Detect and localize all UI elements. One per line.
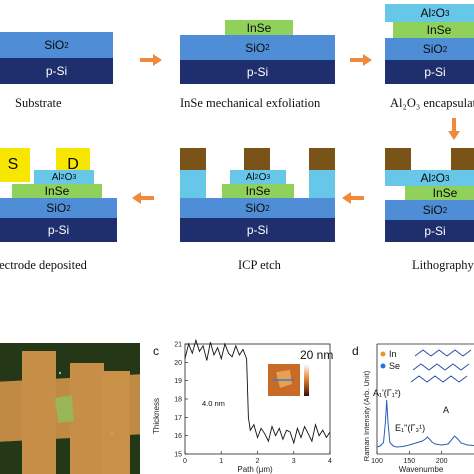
arrow-down-icon	[448, 118, 460, 140]
sio2-layer: SiO 2	[180, 198, 335, 218]
psi-layer: p-Si	[385, 220, 474, 242]
x-tick-label: 150	[403, 458, 415, 465]
inset-scale-label: 20 nm	[300, 348, 333, 362]
peak3-label: A	[443, 405, 449, 415]
crystal-structure	[410, 349, 472, 383]
arrow-left-icon	[132, 192, 154, 204]
al2o3-layer: Al 2 O 3	[230, 170, 286, 184]
raman-series-line	[376, 399, 474, 448]
inse-flake: InSe	[405, 186, 474, 200]
metal-mask	[180, 148, 206, 170]
peak2-label: E₁''(Γ₃¹)	[395, 423, 425, 433]
metal-mask	[451, 148, 474, 170]
x-tick-label: 200	[436, 458, 448, 465]
afm-scale-bar	[304, 364, 309, 396]
device-electrode: S D Al 2 O 3 InSe SiO 2 p-Si	[0, 148, 117, 242]
sio2-layer: SiO 2	[385, 38, 474, 60]
inse-flake: InSe	[393, 22, 474, 38]
inse-flake: InSe	[12, 184, 102, 198]
al2o3-layer: Al 2 O 3	[385, 4, 474, 22]
se-atom-icon	[380, 363, 386, 369]
sio2-layer: SiO 2	[180, 35, 335, 60]
device-exfoliation: InSe SiO 2 p-Si	[180, 20, 335, 84]
x-axis-label: Wavenumbe	[399, 465, 444, 474]
device-encapsulation: Al 2 O 3 InSe SiO 2 p-Si	[385, 4, 474, 84]
sio2-layer: SiO 2	[385, 200, 474, 220]
al2o3-layer: Al 2 O 3	[385, 170, 474, 186]
y-axis-label: Thickness	[152, 398, 161, 434]
sio2-layer: SiO 2	[0, 198, 117, 218]
y-tick-label: 18	[174, 397, 182, 404]
in-atom-icon	[380, 351, 386, 357]
caption-etch: ICP etch	[238, 258, 281, 272]
device-substrate: SiO 2 p-Si	[0, 32, 113, 84]
afm-flake	[276, 370, 292, 388]
x-tick-label: 2	[256, 458, 260, 465]
metal-mask	[244, 148, 270, 170]
optical-micrograph	[0, 343, 140, 474]
y-tick-label: 20	[174, 360, 182, 367]
metal-mask	[309, 148, 335, 170]
caption-encapsulation: Al₂O₃ encapsulation	[390, 96, 474, 110]
psi-layer: p-Si	[0, 58, 113, 84]
y-tick-label: 17	[174, 415, 182, 422]
x-tick-label: 0	[183, 458, 187, 465]
x-axis-label: Path (μm)	[237, 465, 273, 474]
panel-c-label: c	[153, 344, 159, 358]
thickness-series-line	[184, 338, 331, 445]
source-electrode: S	[0, 148, 30, 182]
caption-substrate: Substrate	[15, 96, 62, 110]
legend-in: In	[389, 349, 397, 359]
x-tick-label: 4	[328, 458, 332, 465]
raman-chart: Raman Intensity (Arb. Unit) Wavenumbe 10…	[362, 343, 474, 474]
device-lithography: Al 2 O 3 InSe SiO 2 p-Si	[385, 148, 474, 242]
psi-layer: p-Si	[385, 60, 474, 84]
legend-se: Se	[389, 361, 400, 371]
y-tick-label: 21	[174, 342, 182, 349]
metal-mask	[385, 148, 411, 170]
arrow-right-icon	[140, 54, 162, 66]
y-tick-label: 15	[174, 452, 182, 459]
arrow-left-icon	[342, 192, 364, 204]
psi-layer: p-Si	[180, 60, 335, 84]
caption-exfoliation: InSe mechanical exfoliation	[180, 96, 321, 110]
inse-flake: InSe	[222, 184, 294, 198]
x-tick-label: 100	[371, 458, 383, 465]
x-tick-label: 1	[219, 458, 223, 465]
arrow-right-icon	[350, 54, 372, 66]
y-tick-label: 19	[174, 378, 182, 385]
y-tick-label: 16	[174, 433, 182, 440]
peak1-label: A₁'(Γ₁²)	[373, 388, 401, 398]
al2o3-layer: Al 2 O 3	[34, 170, 94, 184]
inse-flake: InSe	[225, 20, 293, 35]
caption-lithography: Lithography	[412, 258, 474, 272]
step-annotation: 4.0 nm	[202, 399, 225, 408]
sio2-layer: SiO 2	[0, 32, 113, 58]
y-axis-label: Raman Intensity (Arb. Unit)	[362, 370, 371, 461]
device-etch: Al 2 O 3 InSe SiO 2 p-Si	[180, 148, 335, 242]
caption-electrode: Electrode deposited	[0, 258, 87, 272]
psi-layer: p-Si	[0, 218, 117, 242]
panel-d-label: d	[352, 344, 359, 358]
psi-layer: p-Si	[180, 218, 335, 242]
x-tick-label: 3	[292, 458, 296, 465]
